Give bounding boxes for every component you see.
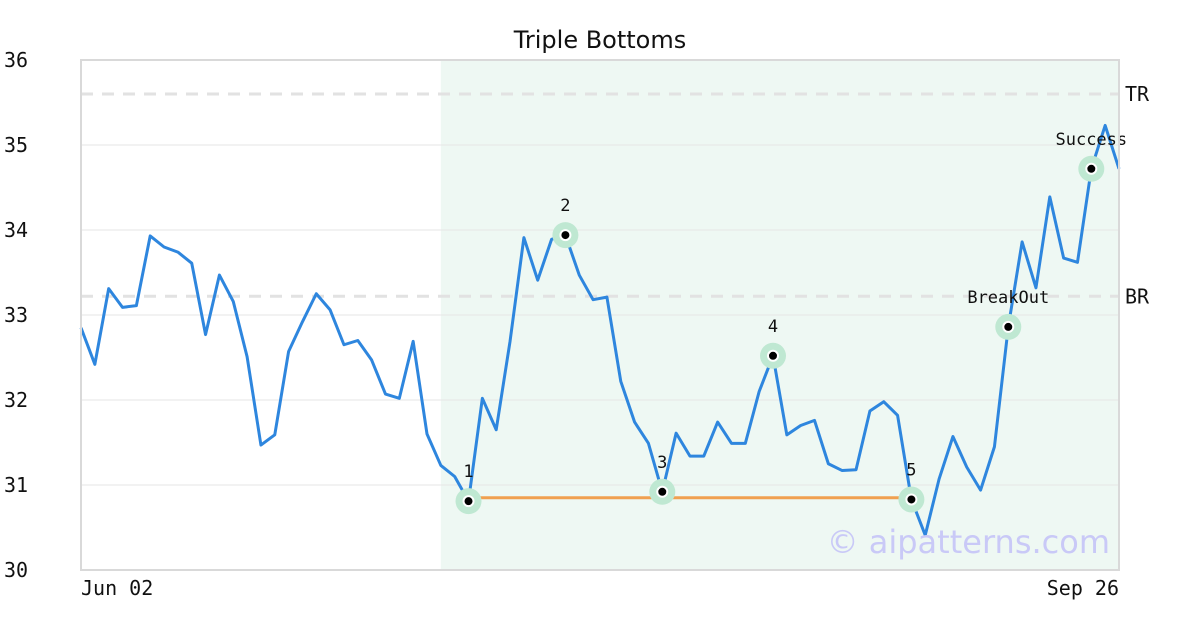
reference-lines: TR BR (81, 82, 1150, 308)
point-4 (767, 349, 779, 362)
x-tick-end: Sep 26 (1047, 576, 1119, 600)
point-label-5: 5 (906, 460, 916, 480)
price-series (79, 123, 1121, 537)
x-axis-ticks: Jun 02 Sep 26 (81, 576, 1119, 600)
series-line (79, 123, 1121, 537)
gridlines (81, 144, 1119, 486)
point-label-2: 2 (560, 196, 570, 216)
point-2 (559, 229, 572, 242)
point-breakout (1002, 320, 1015, 333)
point-5 (905, 493, 918, 506)
y-tick-30: 30 (4, 558, 28, 582)
point-label-1: 1 (463, 462, 473, 482)
y-tick-31: 31 (4, 473, 28, 497)
y-tick-33: 33 (4, 303, 28, 327)
point-label-breakout: BreakOut (967, 288, 1049, 308)
y-tick-32: 32 (4, 388, 28, 412)
y-tick-35: 35 (4, 133, 28, 157)
watermark: © aipatterns.com (827, 523, 1110, 561)
chart-title: Triple Bottoms (513, 26, 687, 54)
point-1 (462, 495, 475, 508)
y-tick-34: 34 (4, 218, 28, 242)
point-success (1085, 162, 1098, 175)
point-3 (656, 485, 669, 498)
y-axis-ticks: 30 31 32 33 34 35 36 (4, 48, 28, 582)
plot-frame (80, 59, 1120, 571)
y-tick-36: 36 (4, 48, 28, 72)
point-label-success: Success (1055, 130, 1127, 150)
pattern-points: 1 2 3 4 5 BreakOut Success (455, 130, 1127, 515)
x-tick-start: Jun 02 (81, 576, 153, 600)
reference-label-tr: TR (1125, 82, 1150, 106)
point-label-4: 4 (768, 317, 778, 337)
point-label-3: 3 (657, 453, 667, 473)
reference-label-br: BR (1125, 284, 1150, 308)
